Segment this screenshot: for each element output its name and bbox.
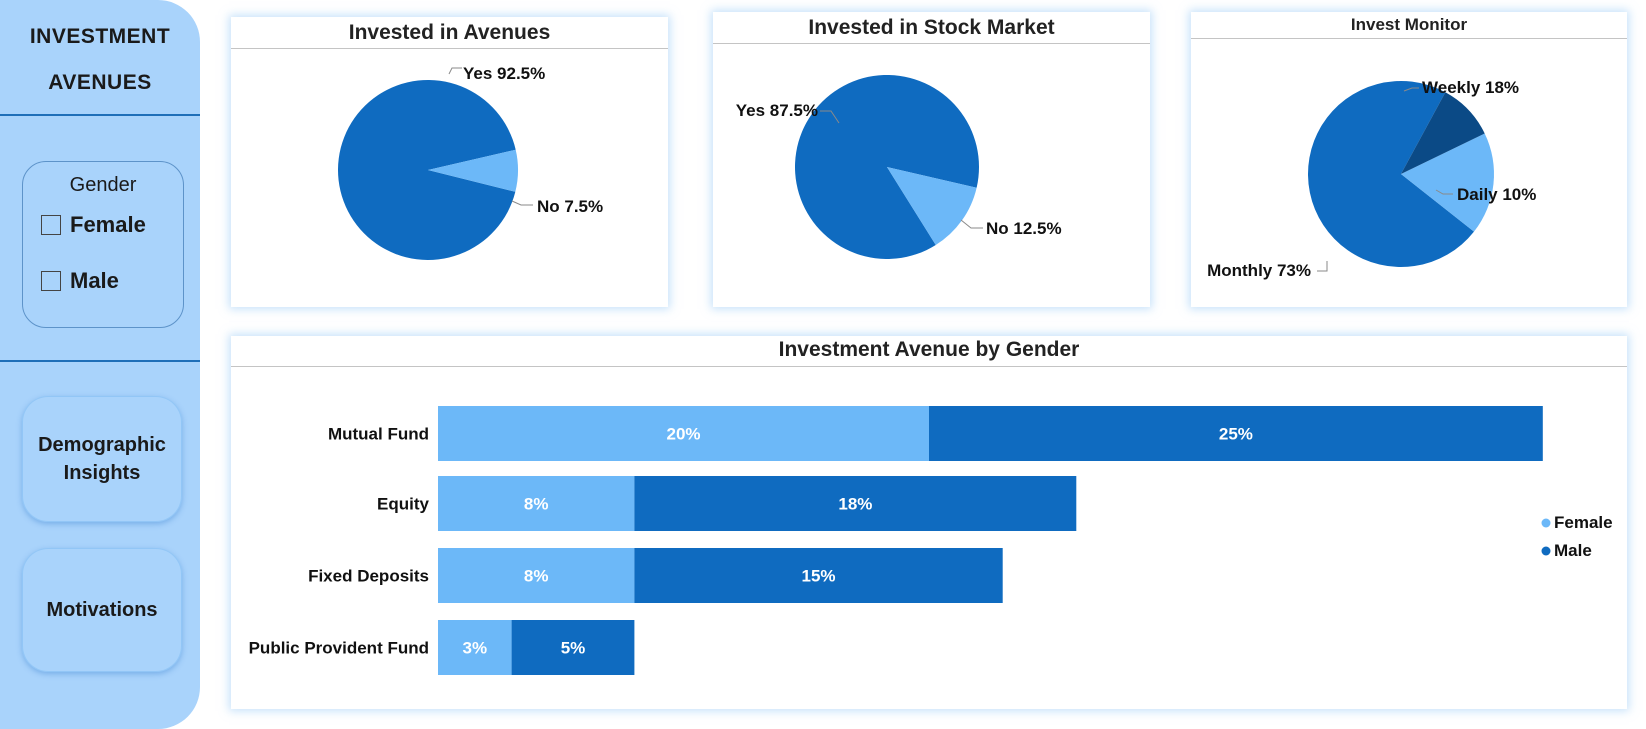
slice-label-yes: Yes 92.5% [463, 64, 545, 83]
leader-line [1317, 261, 1328, 272]
pie-slice-no [887, 167, 977, 246]
gender-option-label: Female [70, 212, 146, 237]
chart-title: Invest Monitor [1350, 15, 1468, 34]
leader-line [511, 200, 533, 206]
male-checkbox[interactable] [41, 271, 61, 291]
category-label-fixed-deposits: Fixed Deposits [308, 567, 429, 586]
gender-option-label: Male [70, 268, 119, 293]
bar-male-public-provident-fund [511, 620, 635, 675]
data-label: 20% [666, 425, 700, 444]
sidebar-title-line2: AVENUES [48, 71, 152, 94]
sidebar-title: INVESTMENT AVENUES [0, 14, 200, 106]
bar-male-fixed-deposits [634, 548, 1003, 603]
data-label: 18% [838, 495, 872, 514]
slice-label-weekly: Weekly 18% [1422, 78, 1519, 97]
chart-title: Invested in Stock Market [808, 16, 1055, 39]
pie-slice-no [428, 149, 519, 192]
pie-slice-yes [794, 74, 979, 259]
sidebar: INVESTMENT AVENUES Gender Female Male De… [0, 0, 200, 729]
invest-monitor-card: Invest Monitor Monthly 73% Weekly 18% Dail… [1191, 12, 1627, 307]
slice-label-no: No 12.5% [986, 219, 1062, 238]
chart-title: Invested in Avenues [348, 21, 551, 44]
slice-label-monthly: Monthly 73% [1207, 261, 1311, 280]
bar-female-public-provident-fund [438, 620, 512, 675]
invest-monitor-pie: Monthly 73% Weekly 18% Daily 10% [1207, 78, 1536, 280]
investment-avenue-bar-chart: Mutual Fund 20% 25% Equity 8% 18% Fixed Deposi… [249, 406, 1613, 675]
chart-title: Investment Avenue by Gender [778, 338, 1080, 361]
pie-slice-monthly [1307, 80, 1474, 267]
legend-label-male: Male [1554, 541, 1592, 560]
bar-female-fixed-deposits [438, 548, 635, 603]
nav-label-line2: Insights [63, 462, 141, 484]
invested-in-stock-market-card: Invested in Stock Market Yes 87.5% No 12.… [713, 12, 1150, 307]
gender-filter: Gender Female Male [22, 161, 184, 328]
data-label: 25% [1219, 425, 1253, 444]
data-label: 5% [561, 639, 586, 658]
category-label-equity: Equity [377, 495, 429, 514]
category-label-public-provident-fund: Public Provident Fund [249, 639, 429, 658]
title-rule [231, 366, 1627, 367]
leader-line [1403, 87, 1419, 92]
gender-filter-title: Gender [69, 174, 137, 196]
pie-slice-daily [1401, 92, 1485, 174]
legend-marker-female [1541, 518, 1551, 528]
nav-label-line1: Demographic [38, 434, 166, 456]
sidebar-divider [0, 360, 200, 362]
motivations-button[interactable]: Motivations [22, 548, 182, 672]
gender-option-female[interactable]: Female [41, 212, 146, 238]
data-label: 3% [463, 639, 488, 658]
sidebar-title-line1: INVESTMENT [29, 25, 171, 48]
data-label: 8% [524, 567, 549, 586]
bar-female-equity [438, 476, 635, 531]
leader-line [1435, 189, 1453, 195]
data-label: 8% [524, 495, 549, 514]
bar-female-mutual-fund [438, 406, 929, 461]
legend-label-female: Female [1554, 513, 1613, 532]
title-rule [231, 48, 668, 49]
nav-label: Motivations [46, 599, 158, 621]
invested-in-avenues-card: Invested in Avenues Yes 92.5% No 7.5% [231, 17, 668, 307]
title-rule [1191, 38, 1627, 39]
gender-option-male[interactable]: Male [41, 268, 119, 294]
bar-male-mutual-fund [929, 406, 1543, 461]
leader-line [960, 219, 983, 229]
pie-slice-weekly [1401, 133, 1494, 232]
data-label: 15% [801, 567, 835, 586]
investment-avenue-by-gender-card: Investment Avenue by Gender Mutual Fund 2… [231, 336, 1627, 709]
bar-male-equity [634, 476, 1077, 531]
sidebar-divider [0, 114, 200, 116]
invested-in-avenues-pie: Yes 92.5% No 7.5% [338, 64, 603, 261]
demographic-insights-button[interactable]: Demographic Insights [22, 396, 182, 522]
leader-line [820, 110, 840, 124]
category-label-mutual-fund: Mutual Fund [328, 425, 429, 444]
title-rule [713, 43, 1150, 44]
leader-line [448, 67, 462, 75]
slice-label-no: No 7.5% [537, 197, 603, 216]
slice-label-yes: Yes 87.5% [736, 101, 818, 120]
invested-in-stock-market-pie: Yes 87.5% No 12.5% [736, 74, 1062, 259]
pie-slice-yes [338, 80, 516, 261]
slice-label-daily: Daily 10% [1457, 185, 1536, 204]
female-checkbox[interactable] [41, 215, 61, 235]
legend-marker-male [1541, 546, 1551, 556]
